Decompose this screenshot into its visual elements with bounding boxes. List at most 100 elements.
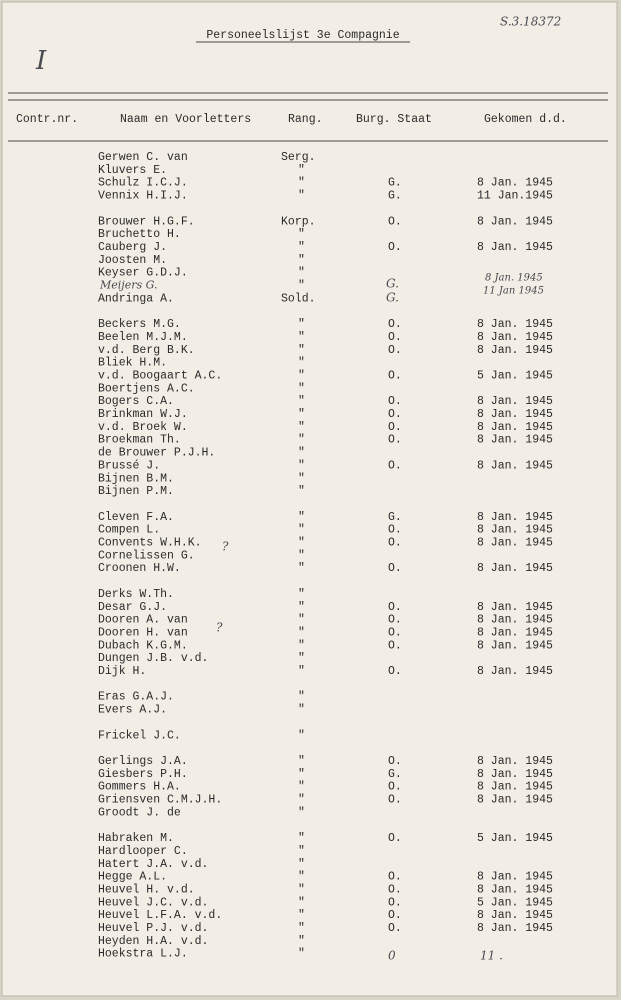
rank: " xyxy=(298,511,305,524)
name: Dooren A. van xyxy=(98,614,188,627)
name: Broekman Th. xyxy=(98,434,181,447)
name: Giesbers P.H. xyxy=(98,768,188,781)
handwritten-note: ? xyxy=(222,540,229,554)
rank: " xyxy=(298,896,305,909)
rank: " xyxy=(298,691,305,704)
rank: " xyxy=(298,177,305,190)
arrival-date: 8 Jan. 1945 xyxy=(477,665,553,678)
name: Groodt J. de xyxy=(98,806,181,819)
rank: " xyxy=(298,280,305,293)
name: Gerlings J.A. xyxy=(98,755,188,768)
rank: " xyxy=(298,408,305,421)
rank: " xyxy=(298,485,305,498)
rank: " xyxy=(298,883,305,896)
rank: " xyxy=(298,331,305,344)
arrival-date: 8 Jan. 1945 xyxy=(477,562,553,575)
civil-status: O. xyxy=(388,922,402,935)
name: Gommers H.A. xyxy=(98,781,181,794)
rank: " xyxy=(298,614,305,627)
name: Bogers C.A. xyxy=(98,395,174,408)
civil-status: O. xyxy=(388,395,402,408)
arrival-date: 8 Jan. 1945 xyxy=(477,395,553,408)
name: Bliek H.M. xyxy=(98,357,167,370)
name: Cauberg J. xyxy=(98,241,167,254)
arrival-date: 8 Jan. 1945 xyxy=(477,344,553,357)
name: Griensven C.M.J.H. xyxy=(98,794,222,807)
rank: " xyxy=(298,704,305,717)
name: v.d. Berg B.K. xyxy=(98,344,195,357)
rank: " xyxy=(298,434,305,447)
arrival-date: 8 Jan. 1945 xyxy=(477,626,553,639)
name: Hegge A.L. xyxy=(98,871,167,884)
civil-status: O. xyxy=(388,794,402,807)
arrival-date: 8 Jan. 1945 xyxy=(477,909,553,922)
name: Brinkman W.J. xyxy=(98,408,188,421)
rank: " xyxy=(298,395,305,408)
name: Keyser G.D.J. xyxy=(98,267,188,280)
rank: " xyxy=(298,639,305,652)
arrival-date: 8 Jan. 1945 xyxy=(477,408,553,421)
name: Derks W.Th. xyxy=(98,588,174,601)
civil-status: O. xyxy=(388,524,402,537)
name: Hoekstra L.J. xyxy=(98,948,188,961)
civil-status: O. xyxy=(388,562,402,575)
civil-status: G. xyxy=(388,177,402,190)
rank: " xyxy=(298,832,305,845)
handwritten-note: S.3.18372 xyxy=(500,15,561,29)
rank: " xyxy=(298,472,305,485)
civil-status: O. xyxy=(388,639,402,652)
rank: " xyxy=(298,164,305,177)
civil-status: O. xyxy=(388,241,402,254)
rank: " xyxy=(298,806,305,819)
civil-status: O. xyxy=(388,871,402,884)
name: Heuvel P.J. v.d. xyxy=(98,922,208,935)
name: Kluvers E. xyxy=(98,164,167,177)
name: Cornelissen G. xyxy=(98,549,195,562)
civil-status: O. xyxy=(388,537,402,550)
name: Dungen J.B. v.d. xyxy=(98,652,208,665)
rank: " xyxy=(298,871,305,884)
civil-status: O. xyxy=(388,601,402,614)
name: Croonen H.W. xyxy=(98,562,181,575)
name: Compen L. xyxy=(98,524,160,537)
arrival-date: 8 Jan. 1945 xyxy=(477,601,553,614)
rank: " xyxy=(298,421,305,434)
arrival-date: 8 Jan. 1945 xyxy=(477,434,553,447)
rank: Serg. xyxy=(281,151,316,164)
rank: " xyxy=(298,626,305,639)
name: Dooren H. van xyxy=(98,626,188,639)
arrival-date: 8 Jan. 1945 xyxy=(477,755,553,768)
name: Hatert J.A. v.d. xyxy=(98,858,208,871)
name: Bijnen B.M. xyxy=(98,472,174,485)
arrival-date: 8 Jan. 1945 xyxy=(477,241,553,254)
civil-status: O. xyxy=(388,459,402,472)
civil-status: O. xyxy=(388,344,402,357)
arrival-date: 8 Jan. 1945 xyxy=(477,768,553,781)
handwritten-note: 0 xyxy=(388,949,396,963)
rank: Korp. xyxy=(281,215,316,228)
name: Schulz I.C.J. xyxy=(98,177,188,190)
name: Bruchetto H. xyxy=(98,228,181,241)
name: de Brouwer P.J.H. xyxy=(98,447,215,460)
name: Bijnen P.M. xyxy=(98,485,174,498)
arrival-date: 8 Jan. 1945 xyxy=(477,922,553,935)
civil-status: O. xyxy=(388,781,402,794)
name: Beelen M.J.M. xyxy=(98,331,188,344)
arrival-date: 5 Jan. 1945 xyxy=(477,896,553,909)
arrival-date: 8 Jan. 1945 xyxy=(477,421,553,434)
name: Joosten M. xyxy=(98,254,167,267)
civil-status: O. xyxy=(388,331,402,344)
handwritten-note: I xyxy=(35,46,47,76)
civil-status: O. xyxy=(388,434,402,447)
rank: " xyxy=(298,254,305,267)
name: Heuvel L.F.A. v.d. xyxy=(98,909,222,922)
rank: " xyxy=(298,241,305,254)
rank: " xyxy=(298,357,305,370)
name: Convents W.H.K. xyxy=(98,537,202,550)
civil-status: O. xyxy=(388,896,402,909)
rank: " xyxy=(298,459,305,472)
column-header: Burg. Staat xyxy=(356,113,432,126)
rank: " xyxy=(298,858,305,871)
name: Dubach K.G.M. xyxy=(98,639,188,652)
